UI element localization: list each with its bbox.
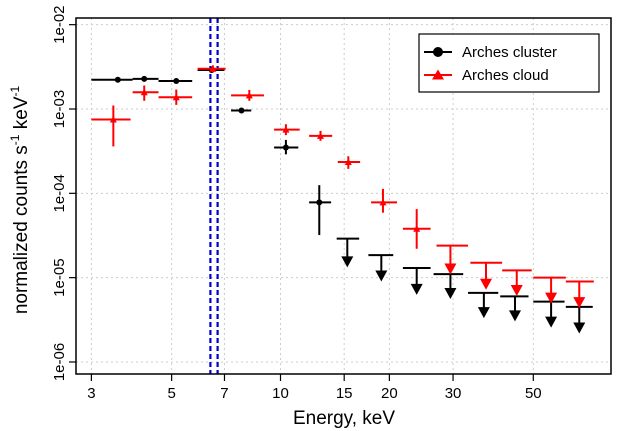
grid-lines <box>76 18 611 374</box>
upper-limit-arrow <box>573 322 586 334</box>
y-tick-label: 1e-03 <box>51 90 68 128</box>
marker-triangle <box>316 132 324 139</box>
data-point <box>402 267 431 295</box>
series-cloud <box>91 65 594 309</box>
data-point <box>231 90 264 101</box>
legend-marker-circle <box>433 47 443 57</box>
marker-triangle <box>413 225 421 232</box>
upper-limit-arrow <box>573 297 586 309</box>
data-point <box>368 254 394 282</box>
marker-circle <box>316 199 323 206</box>
data-point <box>91 76 133 83</box>
y-axis-title-main: normalized counts s <box>11 145 32 314</box>
upper-limit-arrow <box>375 270 388 282</box>
upper-limit-arrow <box>545 292 558 304</box>
data-point <box>274 124 300 136</box>
legend-box <box>418 33 600 93</box>
data-point <box>197 65 226 72</box>
marker-triangle <box>209 65 217 72</box>
data-series <box>91 65 594 334</box>
data-point <box>336 237 360 268</box>
marker-triangle <box>379 198 387 206</box>
data-point <box>371 188 398 213</box>
data-point <box>132 85 159 101</box>
series-cluster <box>91 67 593 334</box>
legend-label: Arches cloud <box>462 67 549 84</box>
legend: Arches cluster Arches cloud <box>418 33 600 93</box>
legend-item: Arches cloud <box>424 67 549 84</box>
x-tick-label: 10 <box>272 385 289 402</box>
upper-limit-arrow <box>480 278 493 290</box>
data-point <box>231 107 252 114</box>
data-point <box>274 139 299 155</box>
y-axis-title-sup1: -1 <box>8 134 22 145</box>
iron-line-markers <box>209 18 219 374</box>
data-point <box>500 295 529 322</box>
marker-circle <box>282 144 289 151</box>
upper-limit-arrow <box>545 316 558 328</box>
marker-triangle <box>344 158 352 166</box>
data-point <box>565 305 593 334</box>
data-point <box>436 244 469 275</box>
x-tick-label: 30 <box>445 385 462 402</box>
x-tick-label: 15 <box>336 385 353 402</box>
data-point <box>91 105 131 147</box>
plot-frame <box>75 17 612 375</box>
marker-circle <box>173 77 180 84</box>
x-tick-label: 20 <box>381 385 398 402</box>
x-tick-label: 5 <box>167 385 175 402</box>
y-tick-label: 1e-05 <box>51 258 68 296</box>
y-tick-label: 1e-06 <box>51 343 68 381</box>
marker-triangle <box>282 126 290 133</box>
legend-marker-triangle <box>432 69 444 80</box>
data-point <box>132 75 159 82</box>
upper-limit-arrow <box>444 287 457 299</box>
data-point <box>533 276 566 304</box>
data-point <box>402 209 431 249</box>
y-axis-title-sup2: -1 <box>8 86 22 97</box>
marker-circle <box>114 76 121 83</box>
data-point <box>433 273 464 299</box>
data-point <box>533 300 565 328</box>
upper-limit-arrow <box>444 263 457 275</box>
data-point <box>309 130 333 141</box>
marker-triangle <box>172 93 180 101</box>
axes: 3 5 7 10 15 20 30 50 1e-06 1e-05 1e-04 1e-03 1e-02 <box>51 5 542 402</box>
marker-circle <box>238 107 245 114</box>
marker-triangle <box>245 91 253 99</box>
data-point <box>158 77 193 84</box>
legend-label: Arches cluster <box>462 44 557 61</box>
data-point <box>468 291 499 319</box>
data-point <box>565 280 594 309</box>
x-axis-title: Energy, keV <box>293 408 395 429</box>
y-axis-title: normalized counts s-1 keV-1 <box>8 86 32 315</box>
data-point <box>470 261 503 290</box>
upper-limit-arrow <box>410 283 423 295</box>
data-point <box>158 89 193 105</box>
upper-limit-arrow <box>508 310 521 322</box>
x-tick-label: 3 <box>87 385 95 402</box>
marker-circle <box>141 75 148 82</box>
data-point <box>309 185 332 236</box>
marker-triangle <box>140 88 148 96</box>
marker-triangle <box>109 116 117 123</box>
y-tick-label: 1e-04 <box>51 174 68 212</box>
y-axis-title-mid: keV <box>11 96 32 134</box>
upper-limit-arrow <box>477 307 490 319</box>
x-tick-label: 7 <box>220 385 228 402</box>
data-point <box>337 156 361 169</box>
upper-limit-arrow <box>341 256 354 268</box>
data-point <box>502 269 532 296</box>
y-tick-label: 1e-02 <box>51 5 68 43</box>
x-tick-label: 50 <box>525 385 542 402</box>
upper-limit-arrow <box>510 284 523 296</box>
legend-item: Arches cluster <box>424 44 557 61</box>
